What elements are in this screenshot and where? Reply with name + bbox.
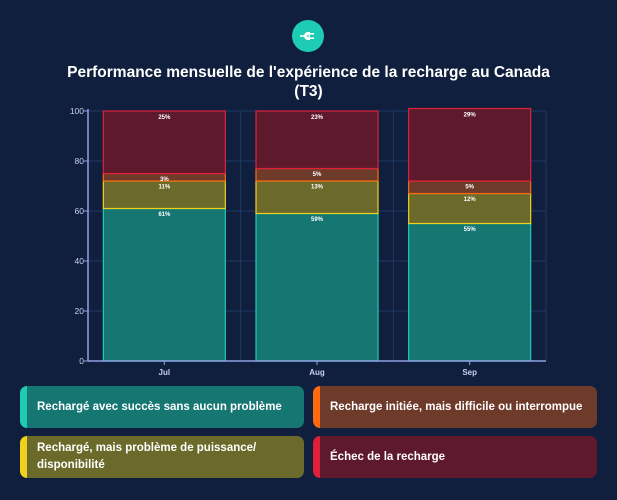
legend-label-difficult: Recharge initiée, mais difficile ou inte…: [330, 400, 583, 413]
ev-plug-icon: [300, 32, 314, 40]
bar-segment: [408, 107, 532, 182]
data-label: 11%: [158, 185, 170, 191]
data-label: 25%: [158, 115, 171, 121]
bar-segment: [102, 207, 226, 362]
data-label: 5%: [465, 185, 474, 191]
legend-item-power-issue: Rechargé, mais problème de puissance/ di…: [20, 436, 304, 478]
y-tick-label: 20: [75, 306, 85, 316]
bar-segment: [102, 110, 226, 175]
legend-label-power-issue: Rechargé, mais problème de puissance/ di…: [37, 442, 257, 471]
data-label: 5%: [313, 172, 322, 178]
data-label: 29%: [464, 113, 477, 119]
bar-segment: [255, 110, 379, 170]
legend-label-success: Rechargé avec succès sans aucun problème: [37, 400, 282, 413]
legend-swatch-failure: [313, 436, 320, 478]
data-label: 13%: [311, 185, 324, 191]
x-tick-label: Sep: [462, 368, 477, 377]
x-tick-label: Jul: [159, 368, 171, 377]
legend-swatch-power-issue: [20, 436, 27, 478]
y-tick-label: 60: [75, 206, 85, 216]
data-label: 3%: [160, 177, 169, 183]
data-label: 61%: [158, 212, 171, 218]
data-label: 55%: [464, 227, 477, 233]
bar-segment: [408, 222, 532, 362]
chart-title-line2: (T3): [294, 83, 323, 100]
y-tick-label: 0: [79, 356, 84, 366]
brand-logo: [292, 20, 324, 52]
legend-swatch-difficult: [313, 386, 320, 428]
stacked-bar-chart: 61% 11% 3% 25% Jul 59% 13% 5% 23% Aug 55% 12% 5% 29% S…: [70, 106, 547, 377]
legend-item-success: Rechargé avec succès sans aucun problème: [20, 386, 304, 428]
y-tick-label: 40: [75, 256, 85, 266]
chart-title-line1: Performance mensuelle de l'expérience de…: [67, 64, 550, 81]
legend-swatch-success: [20, 386, 27, 428]
y-tick-label: 80: [75, 156, 85, 166]
legend-item-failure: Échec de la recharge: [313, 436, 597, 478]
data-label: 59%: [311, 217, 324, 223]
chart-title: Performance mensuelle de l'expérience de…: [40, 63, 577, 101]
data-label: 23%: [311, 115, 324, 121]
data-label: 12%: [464, 197, 477, 203]
legend-label-failure: Échec de la recharge: [330, 450, 446, 463]
y-tick-label: 100: [70, 106, 84, 116]
x-tick-label: Aug: [309, 368, 325, 377]
legend-item-difficult: Recharge initiée, mais difficile ou inte…: [313, 386, 597, 428]
bar-segment: [255, 212, 379, 362]
